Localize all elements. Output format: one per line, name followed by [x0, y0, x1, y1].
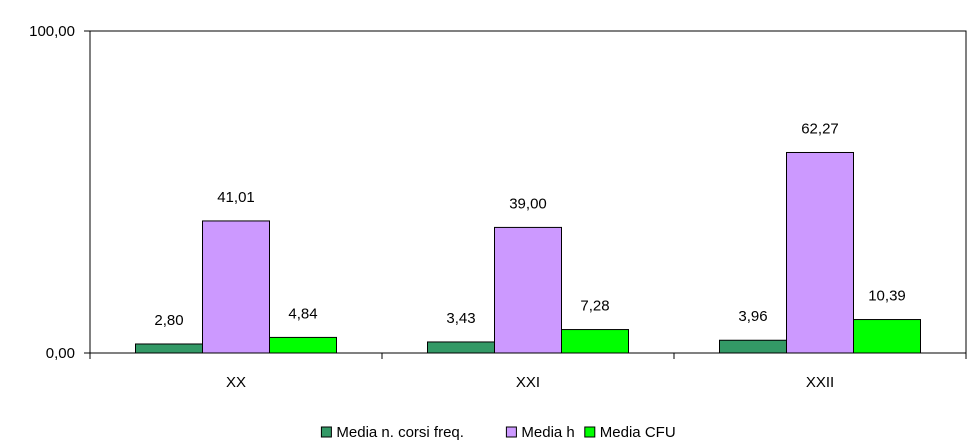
legend: Media n. corsi freq. Media h Media CFU — [320, 424, 676, 441]
legend-label: Media h — [521, 424, 574, 441]
x-tick-label: XXII — [806, 374, 834, 391]
data-label: 3,43 — [446, 310, 475, 327]
value-labels-layer: 2,80 41,01 4,84 3,43 39,00 7,28 3,96 62,27 10,39 — [154, 120, 905, 328]
legend-item: Media n. corsi freq. — [320, 424, 464, 441]
bar-media-n-corsi-freq-xx — [135, 343, 203, 354]
y-tick-label: 0,00 — [46, 345, 75, 362]
data-label: 3,96 — [738, 308, 767, 325]
bar-media-cfu-xxii — [853, 319, 921, 354]
bar-media-n-corsi-freq-xxii — [719, 339, 787, 354]
bar-media-cfu-xxi — [561, 329, 629, 354]
data-label: 4,84 — [288, 305, 317, 322]
data-label: 62,27 — [801, 120, 839, 137]
bar-media-h-xxii — [786, 151, 854, 354]
bar-media-cfu-xx — [269, 336, 337, 354]
bar-media-n-corsi-freq-xxi — [427, 341, 495, 354]
data-label: 10,39 — [868, 288, 906, 305]
legend-swatch — [584, 426, 596, 438]
axis-layer: XX XXI XXII 0,00 100,00 — [29, 23, 967, 391]
legend-swatch — [320, 426, 332, 438]
data-label: 39,00 — [509, 195, 547, 212]
x-tick-label: XX — [226, 374, 246, 391]
bar-media-h-xxi — [494, 226, 562, 354]
legend-item: Media CFU — [584, 424, 676, 441]
legend-item: Media h — [505, 424, 575, 441]
bar-media-h-xx — [202, 220, 270, 354]
bars-layer — [135, 151, 921, 354]
data-label: 41,01 — [217, 189, 255, 206]
x-tick-label: XXI — [516, 374, 540, 391]
legend-swatch — [505, 426, 517, 438]
legend-label: Media CFU — [600, 424, 676, 441]
data-label: 2,80 — [154, 312, 183, 329]
y-tick-label: 100,00 — [29, 23, 75, 40]
data-label: 7,28 — [580, 298, 609, 315]
legend-label: Media n. corsi freq. — [336, 424, 464, 441]
